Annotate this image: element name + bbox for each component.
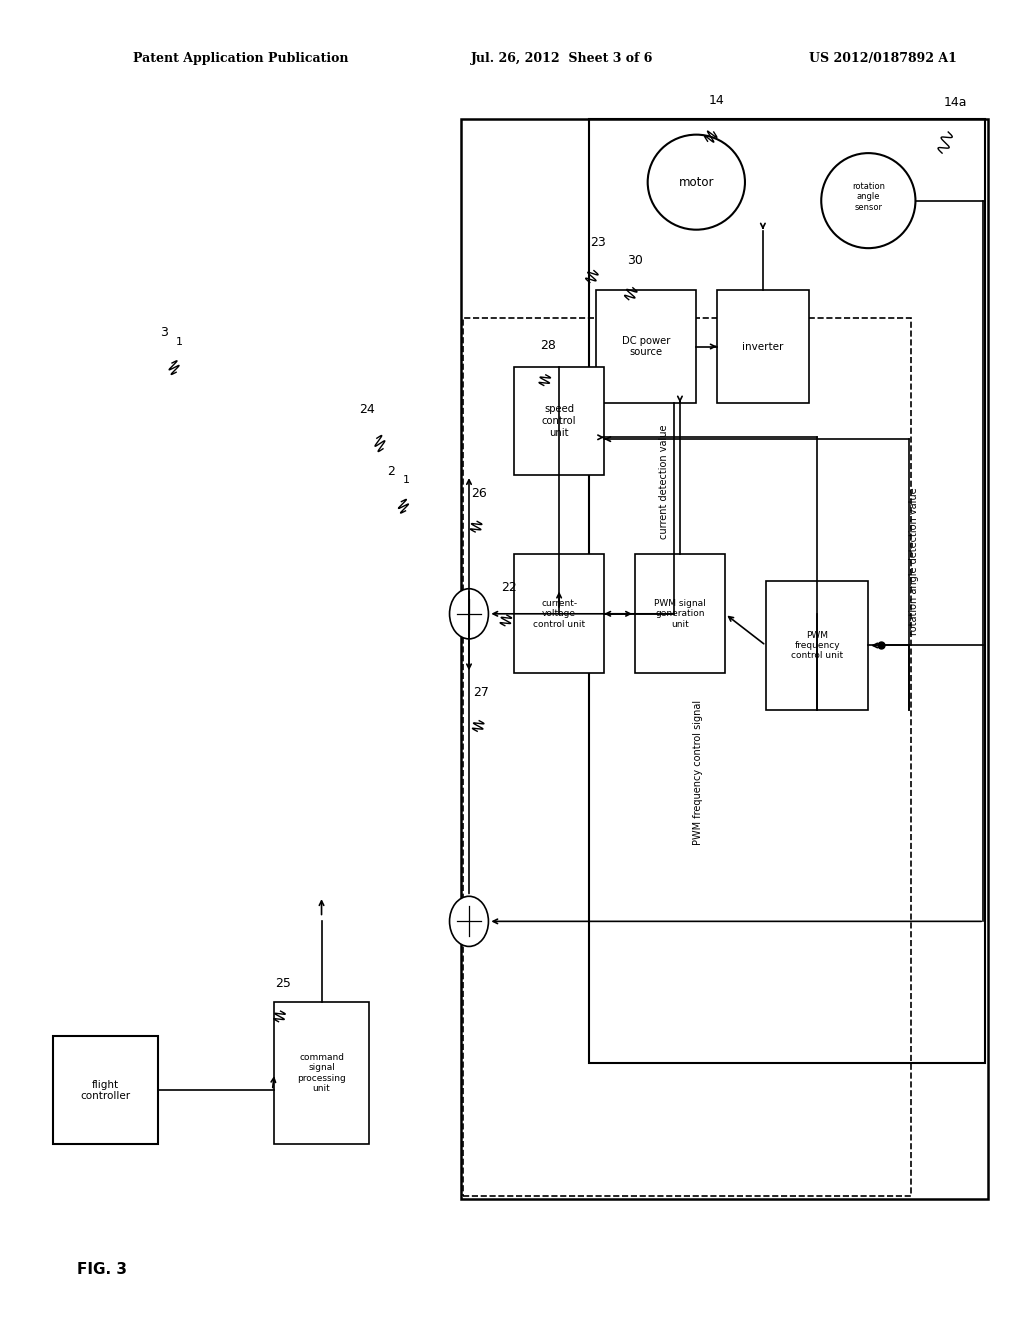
Text: rotation angle detection value: rotation angle detection value <box>909 487 920 635</box>
Text: 14a: 14a <box>944 96 967 110</box>
Text: 25: 25 <box>274 977 291 990</box>
Text: US 2012/0187892 A1: US 2012/0187892 A1 <box>809 51 956 65</box>
Text: Jul. 26, 2012  Sheet 3 of 6: Jul. 26, 2012 Sheet 3 of 6 <box>471 51 653 65</box>
Bar <box>589 119 985 1063</box>
Bar <box>53 1036 158 1144</box>
Text: inverter: inverter <box>742 342 783 351</box>
Circle shape <box>450 896 488 946</box>
Bar <box>274 1002 369 1144</box>
Bar <box>766 581 868 710</box>
Text: PWM signal
generation
unit: PWM signal generation unit <box>654 599 706 628</box>
Text: current detection value: current detection value <box>658 425 669 539</box>
Circle shape <box>450 589 488 639</box>
Text: 28: 28 <box>540 339 556 352</box>
Text: flight
controller: flight controller <box>81 1080 130 1101</box>
Text: Patent Application Publication: Patent Application Publication <box>133 51 348 65</box>
Text: rotation
angle
sensor: rotation angle sensor <box>852 182 885 211</box>
Text: 27: 27 <box>473 686 489 700</box>
Text: PWM frequency control signal: PWM frequency control signal <box>693 700 703 845</box>
Text: speed
control
unit: speed control unit <box>542 404 577 438</box>
Text: 23: 23 <box>590 236 606 249</box>
Ellipse shape <box>821 153 915 248</box>
Text: 26: 26 <box>471 487 487 500</box>
Bar <box>514 554 604 673</box>
Bar <box>596 290 696 403</box>
Text: 1: 1 <box>176 337 182 347</box>
Bar <box>717 290 809 403</box>
Text: 22: 22 <box>501 581 517 594</box>
Bar <box>463 318 911 1196</box>
Text: 24: 24 <box>358 403 375 416</box>
Text: 30: 30 <box>627 253 643 267</box>
Bar <box>514 367 604 475</box>
Bar <box>461 119 988 1199</box>
Text: DC power
source: DC power source <box>622 335 671 358</box>
Text: PWM
frequency
control unit: PWM frequency control unit <box>792 631 843 660</box>
Text: 2: 2 <box>387 465 395 478</box>
Text: motor: motor <box>679 176 714 189</box>
Text: 14: 14 <box>709 94 725 107</box>
Text: 3: 3 <box>160 326 168 339</box>
Text: 1: 1 <box>403 475 410 486</box>
Text: command
signal
processing
unit: command signal processing unit <box>297 1053 346 1093</box>
Ellipse shape <box>648 135 745 230</box>
Bar <box>635 554 725 673</box>
Text: current-
voltage
control unit: current- voltage control unit <box>534 599 585 628</box>
Text: FIG. 3: FIG. 3 <box>77 1262 127 1278</box>
